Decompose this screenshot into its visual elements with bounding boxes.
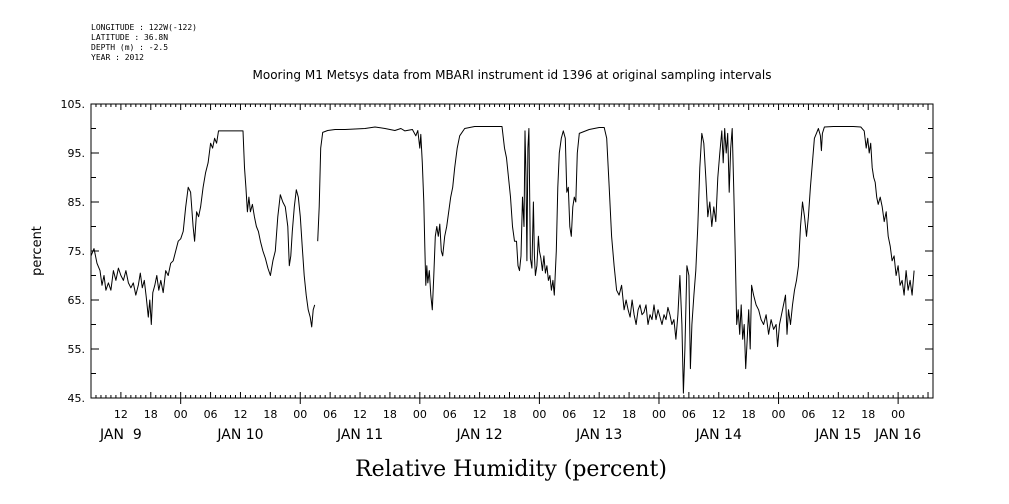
x-day-label: JAN 9 [99, 427, 142, 443]
y-tick-label: 105. [61, 98, 86, 111]
x-tick-label: 00 [652, 408, 666, 421]
meta-depth: DEPTH (m) : -2.5 [91, 43, 168, 52]
x-tick-label: 18 [383, 408, 397, 421]
x-tick-label: 00 [891, 408, 905, 421]
x-tick-label: 00 [772, 408, 786, 421]
x-day-label: JAN 15 [814, 427, 861, 443]
x-day-label: JAN 10 [216, 427, 263, 443]
x-tick-label: 18 [263, 408, 277, 421]
y-tick-label: 95. [68, 147, 86, 160]
x-day-label: JAN 12 [456, 427, 503, 443]
x-tick-label: 18 [861, 408, 875, 421]
x-tick-label: 12 [473, 408, 487, 421]
x-tick-label: 06 [443, 408, 457, 421]
x-tick-label: 12 [592, 408, 606, 421]
x-tick-label: 18 [742, 408, 756, 421]
x-tick-label: 18 [144, 408, 158, 421]
x-tick-label: 06 [562, 408, 576, 421]
x-tick-label: 06 [323, 408, 337, 421]
meta-latitude: LATITUDE : 36.8N [91, 33, 168, 42]
data-series [90, 126, 915, 394]
chart-title: Mooring M1 Metsys data from MBARI instru… [253, 68, 772, 82]
axis-labels: 105. 95. 85. 75. 65. 55. 45. 12 18 00 06 12 18 00 06 12… [61, 98, 922, 443]
y-tick-label: 75. [68, 245, 86, 258]
x-tick-label: 00 [174, 408, 188, 421]
x-day-label: JAN 13 [575, 427, 622, 443]
x-tick-label: 12 [353, 408, 367, 421]
x-tick-label: 12 [831, 408, 845, 421]
x-day-label: JAN 11 [336, 427, 383, 443]
plot-area-frame [90, 103, 934, 399]
x-tick-label: 06 [682, 408, 696, 421]
x-tick-label: 00 [532, 408, 546, 421]
meta-year: YEAR : 2012 [91, 53, 144, 62]
x-tick-label: 06 [204, 408, 218, 421]
x-tick-label: 18 [622, 408, 636, 421]
meta-longitude: LONGITUDE : 122W(-122) [91, 23, 197, 32]
axis-ticks [90, 103, 934, 404]
x-tick-label: 18 [503, 408, 517, 421]
x-tick-label: 12 [114, 408, 128, 421]
data-line-segment [317, 126, 915, 394]
data-line-segment [90, 130, 316, 328]
y-tick-label: 55. [68, 343, 86, 356]
x-day-label: JAN 14 [695, 427, 742, 443]
x-axis-title: Relative Humidity (percent) [355, 457, 667, 482]
x-tick-label: 12 [712, 408, 726, 421]
y-tick-label: 85. [68, 196, 86, 209]
x-tick-label: 00 [293, 408, 307, 421]
x-day-label: JAN 16 [874, 427, 921, 443]
y-tick-label: 45. [68, 392, 86, 405]
x-tick-label: 06 [801, 408, 815, 421]
y-tick-label: 65. [68, 294, 86, 307]
x-tick-label: 00 [413, 408, 427, 421]
y-axis-title: percent [30, 226, 45, 276]
x-tick-label: 12 [233, 408, 247, 421]
